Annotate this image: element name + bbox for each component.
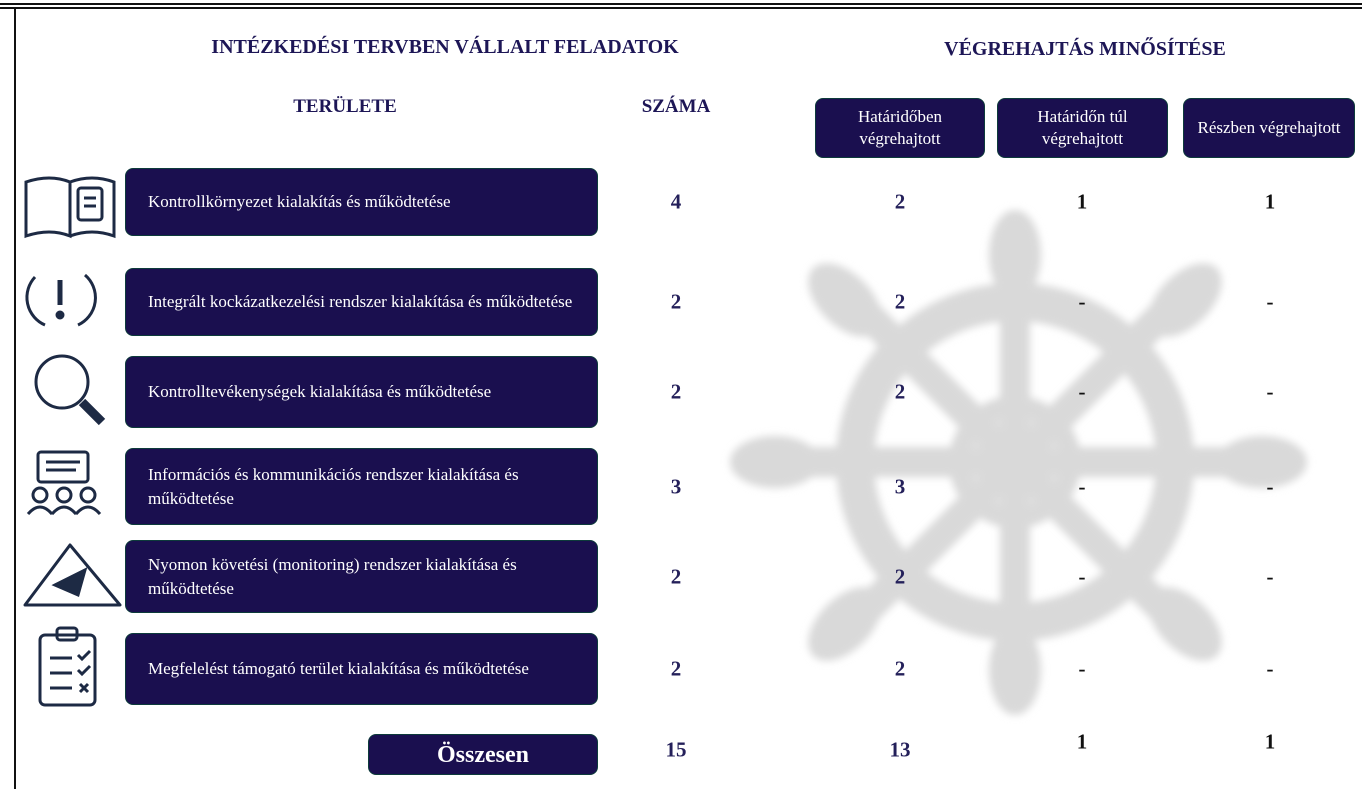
row-label: Információs és kommunikációs rendszer ki…: [125, 448, 598, 525]
cell-count: 2: [670, 289, 682, 314]
col-count: SZÁMA: [641, 96, 711, 117]
cell-on-time: 2: [894, 564, 906, 588]
cell-late: -: [1078, 289, 1086, 314]
status-header: Részben végrehajtott: [1183, 98, 1355, 158]
total-on-time: 13: [889, 737, 911, 762]
cell-count: 2: [670, 656, 682, 681]
wheel-watermark: [730, 210, 1307, 715]
cell-late: -: [1078, 656, 1086, 681]
cell-partial: -: [1266, 474, 1274, 498]
cell-late: -: [1078, 564, 1086, 588]
col-area: TERÜLETE: [293, 96, 397, 117]
cell-count: 4: [670, 189, 682, 214]
cell-partial: -: [1266, 379, 1274, 404]
cell-late: -: [1078, 379, 1086, 404]
row-label: Integrált kockázatkezelési rendszer kial…: [125, 268, 598, 336]
cell-on-time: 3: [894, 474, 906, 498]
cell-count: 2: [670, 379, 682, 404]
row-label: Kontrolltevékenységek kialakítása és műk…: [125, 356, 598, 428]
total-late: 1: [1076, 729, 1088, 754]
status-header: Határidőn túl végrehajtott: [997, 98, 1168, 158]
cell-on-time: 2: [894, 379, 906, 404]
row-label: Nyomon követési (monitoring) rendszer ki…: [125, 540, 598, 613]
cell-on-time: 2: [894, 656, 906, 681]
icons: [23, 176, 122, 707]
cell-late: -: [1078, 474, 1086, 498]
cell-partial: 1: [1264, 189, 1276, 214]
total-partial: 1: [1264, 729, 1276, 754]
cell-count: 3: [670, 474, 682, 498]
cell-on-time: 2: [894, 189, 906, 214]
title-left: INTÉZKEDÉSI TERVBEN VÁLLALT FELADATOK: [211, 36, 679, 58]
total-label: Összesen: [368, 734, 598, 775]
cell-count: 2: [670, 564, 682, 588]
cell-on-time: 2: [894, 289, 906, 314]
title-right: VÉGREHAJTÁS MINŐSÍTÉSE: [944, 38, 1226, 60]
row-label: Megfelelést támogató terület kialakítása…: [125, 633, 598, 705]
cell-partial: -: [1266, 289, 1274, 314]
cell-partial: -: [1266, 564, 1274, 588]
cell-late: 1: [1076, 189, 1088, 214]
row-label: Kontrollkörnyezet kialakítás és működtet…: [125, 168, 598, 236]
total-count: 15: [665, 737, 687, 762]
cell-partial: -: [1266, 656, 1274, 681]
status-header: Határidőben végrehajtott: [815, 98, 985, 158]
